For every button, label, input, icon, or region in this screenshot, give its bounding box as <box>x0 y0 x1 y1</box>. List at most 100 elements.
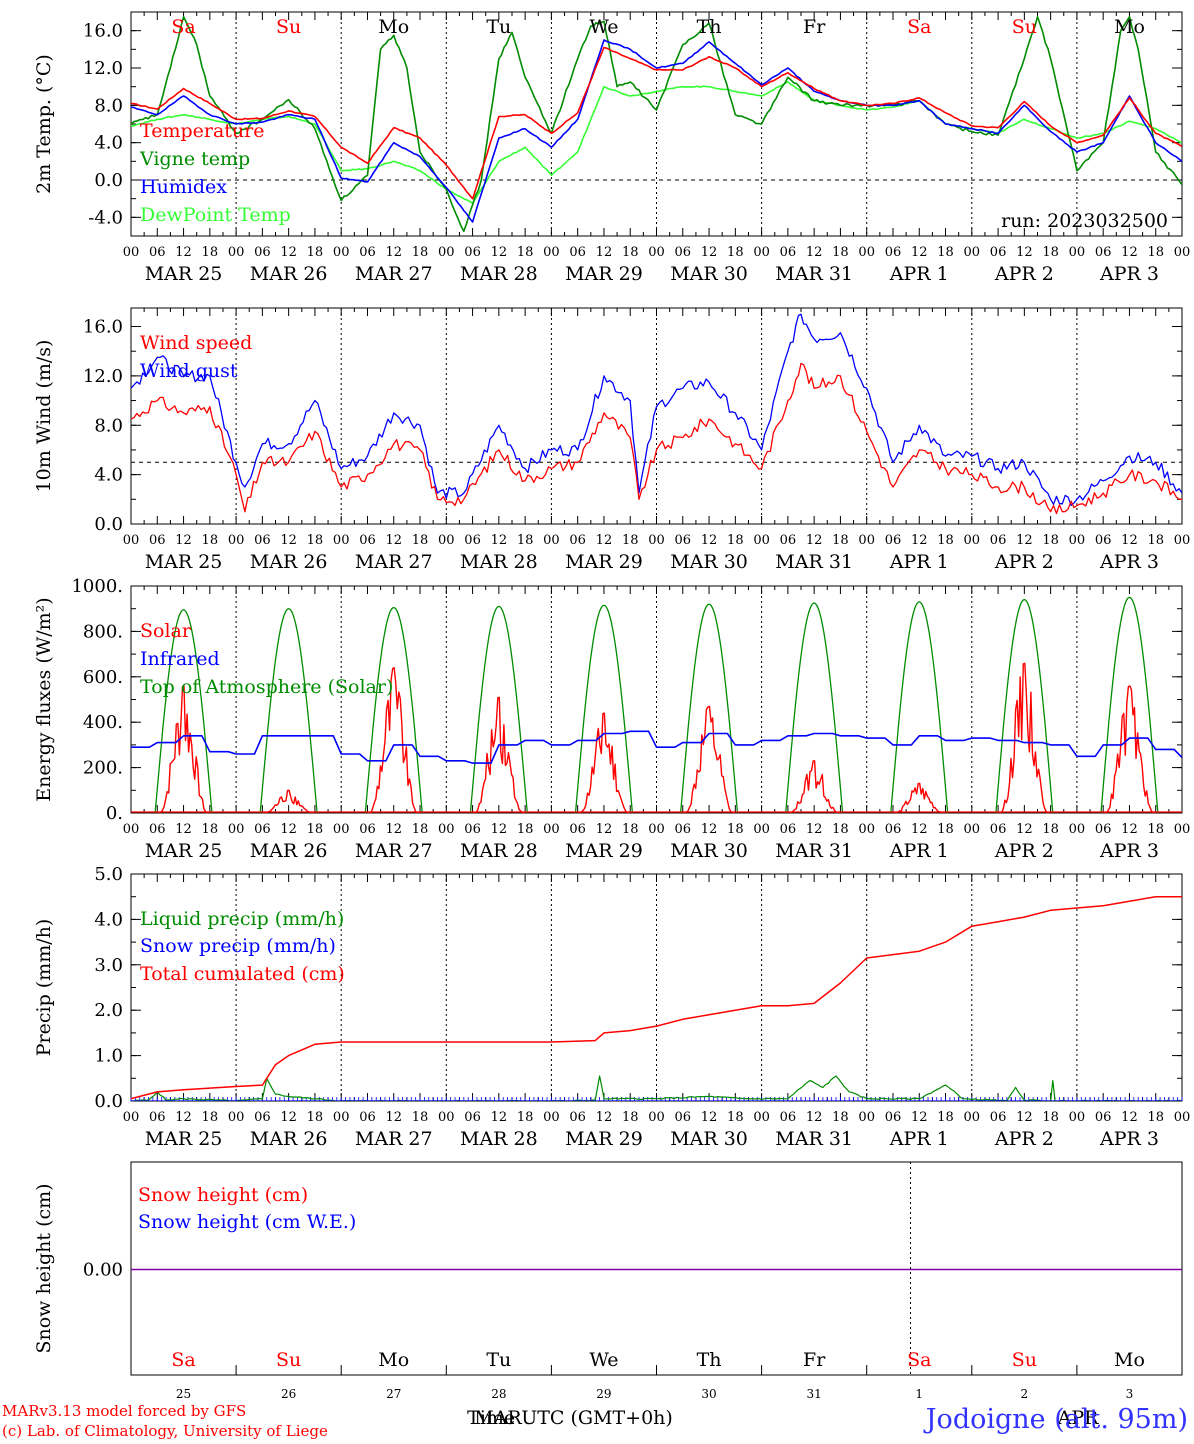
panel-0-date-label: APR 1 <box>889 263 949 285</box>
panel-1-hour-tick: 00 <box>964 533 981 548</box>
panel-3-hour-tick: 00 <box>333 1110 350 1125</box>
bottom-weekday-label: Tu <box>486 1349 511 1371</box>
panel-3-hour-tick: 00 <box>438 1110 455 1125</box>
panel-2-hour-tick: 18 <box>727 822 744 837</box>
panel-0-hour-tick: 12 <box>911 245 928 260</box>
panel-0-y-axis-label: 2m Temp. (°C) <box>33 54 55 194</box>
bottom-day-number: 30 <box>701 1387 716 1401</box>
panel-3-hour-tick: 00 <box>228 1110 245 1125</box>
series-infrared-line <box>131 730 1182 764</box>
panel-1-hour-tick: 12 <box>806 533 823 548</box>
panel-0-hour-tick: 12 <box>806 245 823 260</box>
toa-solar-arch <box>259 608 318 813</box>
bottom-weekday-label: We <box>589 1349 618 1371</box>
panel-1-hour-tick: 18 <box>937 533 954 548</box>
toa-solar-arch <box>679 603 739 813</box>
panel-2-hour-tick: 18 <box>1042 822 1059 837</box>
bottom-day-number: 26 <box>281 1387 296 1401</box>
panel-1-hour-tick: 18 <box>517 533 534 548</box>
panel-1-hour-tick: 06 <box>254 533 271 548</box>
series-solar-line <box>472 696 526 813</box>
panel-1-hour-tick: 12 <box>491 533 508 548</box>
panel-1-hour-tick: 06 <box>1095 533 1112 548</box>
panel-0-hour-tick: 12 <box>491 245 508 260</box>
panel-3-date-label: MAR 30 <box>670 1128 748 1150</box>
panel-1-hour-tick: 00 <box>753 533 770 548</box>
series-solar-line <box>157 685 210 813</box>
series-total-cumulated-line <box>131 895 1182 1100</box>
panel-0-hour-tick: 06 <box>990 245 1007 260</box>
panel-0-hour-tick: 00 <box>1069 245 1086 260</box>
weekday-label: Su <box>1012 16 1037 38</box>
panel-3-hour-tick: 06 <box>569 1110 586 1125</box>
panel-0-date-label: APR 2 <box>994 263 1054 285</box>
panel-2-hour-tick: 12 <box>911 822 928 837</box>
panel-0-hour-tick: 00 <box>228 245 245 260</box>
panel-3-hour-tick: 06 <box>254 1110 271 1125</box>
panel-1-hour-tick: 00 <box>1174 533 1191 548</box>
panel-3-date-label: MAR 25 <box>145 1128 223 1150</box>
panel-1-hour-tick: 00 <box>858 533 875 548</box>
panel-3-hour-tick: 18 <box>1147 1110 1164 1125</box>
panel-3-hour-tick: 18 <box>832 1110 849 1125</box>
panel-3-y-tick-label: 1.0 <box>94 1046 123 1067</box>
panel-0-hour-tick: 18 <box>832 245 849 260</box>
panel-0-hour-tick: 12 <box>280 245 297 260</box>
panel-3-date-label: APR 2 <box>994 1128 1054 1150</box>
panel-2-hour-tick: 18 <box>412 822 429 837</box>
series-solar-line <box>1103 685 1156 813</box>
panel-1-hour-tick: 12 <box>1121 533 1138 548</box>
panel-0-hour-tick: 00 <box>753 245 770 260</box>
footer-model-line: MARv3.13 model forced by GFS <box>2 1402 246 1420</box>
toa-solar-arch <box>995 598 1054 813</box>
panel-2-hour-tick: 06 <box>569 822 586 837</box>
panel-0-hour-tick: 12 <box>1121 245 1138 260</box>
weekday-label: Th <box>697 16 722 38</box>
month-overlay-mar: MAR <box>474 1407 522 1429</box>
bottom-weekday-label: Sa <box>907 1349 931 1371</box>
panel-2-hour-tick: 18 <box>937 822 954 837</box>
panel-2-y-axis-label: Energy fluxes (W/m²) <box>33 597 55 801</box>
legend-vigne-temp: Vigne temp <box>139 148 250 170</box>
panel-0-hour-tick: 18 <box>307 245 324 260</box>
bottom-day-number: 28 <box>491 1387 506 1401</box>
series-solar-line <box>262 789 315 813</box>
station-label: Jodoigne (alt. 95m) <box>923 1404 1188 1435</box>
panel-2-hour-tick: 12 <box>596 822 613 837</box>
panel-0-date-label: MAR 30 <box>670 263 748 285</box>
panel-2-y-tick-label: 1000. <box>71 576 123 597</box>
legend-dewpoint-temp: DewPoint Temp <box>140 204 291 226</box>
panel-1-hour-tick: 12 <box>911 533 928 548</box>
panel-0-hour-tick: 18 <box>1147 245 1164 260</box>
panel-0-hour-tick: 18 <box>202 245 219 260</box>
panel-2-frame <box>130 585 1183 814</box>
panel-1-hour-tick: 18 <box>412 533 429 548</box>
panel-2-date-label: APR 2 <box>994 840 1054 862</box>
series-dewpoint-temp-line <box>131 81 1182 205</box>
run-label: run: 2023032500 <box>1001 210 1168 232</box>
legend-wind-speed: Wind speed <box>140 332 252 354</box>
panel-2-hour-tick: 18 <box>517 822 534 837</box>
panel-2-date-label: MAR 30 <box>670 840 748 862</box>
panel-0-hour-tick: 06 <box>464 245 481 260</box>
panel-1-hour-tick: 12 <box>596 533 613 548</box>
panel-3-hour-tick: 18 <box>937 1110 954 1125</box>
panel-2-hour-tick: 06 <box>464 822 481 837</box>
legend-snow-height: Snow height (cm) <box>138 1184 308 1206</box>
panel-3-hour-tick: 00 <box>964 1110 981 1125</box>
legend-snow-precip: Snow precip (mm/h) <box>140 935 336 957</box>
toa-solar-arch <box>890 601 949 813</box>
panel-3-hour-tick: 18 <box>727 1110 744 1125</box>
panel-3-hour-tick: 00 <box>123 1110 140 1125</box>
series-solar-line <box>893 782 946 813</box>
panel-1-y-tick-label: 12.0 <box>83 366 123 387</box>
series-solar-line <box>787 760 841 813</box>
panel-1-date-label: MAR 25 <box>145 551 223 573</box>
panel-1-date-label: MAR 30 <box>670 551 748 573</box>
panel-1-y-tick-label: 16.0 <box>83 317 123 338</box>
panel-1-hour-tick: 00 <box>1069 533 1086 548</box>
panel-2-hour-tick: 06 <box>780 822 797 837</box>
panel-3-date-label: MAR 26 <box>250 1128 328 1150</box>
series-humidex-line <box>131 39 1182 223</box>
